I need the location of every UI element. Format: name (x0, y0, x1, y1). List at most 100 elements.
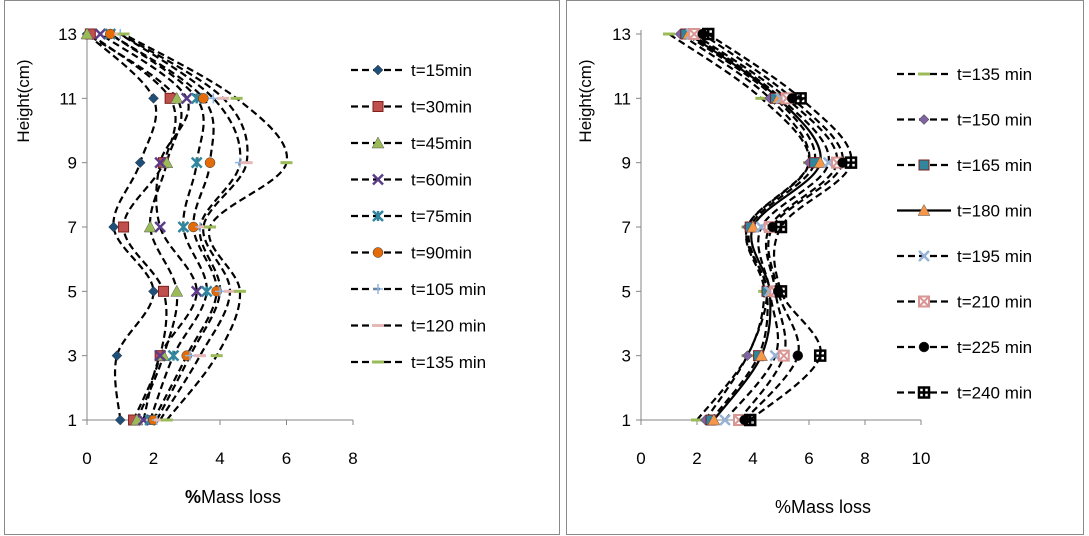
legend-label: t=135 min (411, 353, 486, 372)
legend-marker (372, 210, 384, 222)
data-point-marker (240, 161, 253, 165)
y-tick-label: 7 (622, 218, 631, 237)
x-tick-label: 2 (692, 449, 701, 468)
data-point-marker (143, 220, 157, 233)
data-point-marker (813, 349, 827, 362)
data-point-marker (194, 354, 207, 358)
data-point-marker (204, 157, 216, 168)
series-line (668, 33, 811, 421)
data-point-marker (663, 32, 675, 36)
legend-label: t=120 min (411, 317, 486, 336)
x-tick-label: 10 (912, 449, 931, 468)
series-line (119, 33, 249, 421)
legend-marker (372, 64, 384, 76)
data-point-marker (154, 221, 167, 233)
data-point-marker (190, 285, 203, 298)
legend-marker (372, 324, 384, 327)
data-point-marker (217, 96, 230, 100)
x-axis-title-rest: Mass loss (201, 487, 281, 507)
legend-label: t=90min (411, 244, 472, 263)
data-point-marker (792, 350, 804, 361)
y-tick-label: 1 (622, 411, 631, 430)
legend-marker (918, 114, 930, 125)
data-point-marker (154, 418, 167, 422)
legend-marker (917, 203, 931, 216)
x-axis-title-bold: % (185, 487, 201, 507)
x-tick-label: 6 (804, 449, 813, 468)
legend-marker (917, 386, 931, 399)
x-tick-label: 4 (215, 449, 224, 468)
legend-marker (371, 136, 385, 149)
data-point-marker (208, 93, 219, 104)
y-tick-label: 9 (622, 154, 631, 173)
legend-label: t=30min (411, 98, 472, 117)
data-point-marker (160, 418, 173, 422)
x-axis-title: %Mass loss (775, 497, 871, 517)
data-point-marker (230, 96, 243, 100)
data-point-marker (118, 221, 130, 233)
data-point-marker (844, 156, 858, 169)
legend-label: t=60min (411, 171, 472, 190)
data-point-marker (80, 27, 94, 40)
data-point-marker (94, 28, 107, 40)
legend-label: t=195 min (957, 247, 1032, 266)
data-point-marker (742, 350, 753, 362)
data-point-marker (701, 27, 715, 41)
legend-label: t=15min (411, 61, 472, 80)
data-point-marker (170, 91, 184, 104)
series-line (86, 33, 183, 421)
data-point-marker (177, 221, 190, 233)
data-point-marker (743, 413, 757, 427)
y-tick-label: 7 (68, 218, 77, 237)
data-point-marker (691, 418, 703, 422)
legend-marker (372, 247, 384, 258)
legend-marker (918, 341, 930, 353)
data-point-marker (134, 157, 146, 169)
data-point-marker (198, 93, 209, 104)
x-tick-label: 2 (149, 449, 158, 468)
data-point-marker (108, 221, 119, 233)
legend-label: t=165 min (957, 156, 1032, 175)
data-point-marker (154, 156, 167, 169)
legend-label: t=150 min (957, 111, 1032, 130)
y-tick-label: 3 (622, 347, 631, 366)
data-point-marker (223, 289, 236, 293)
legend-label: t=135 min (957, 65, 1032, 84)
data-point-marker (280, 161, 293, 165)
series-line (89, 33, 177, 421)
data-point-marker (813, 156, 827, 168)
legend-marker (373, 284, 383, 294)
data-point-marker (200, 285, 213, 298)
x-tick-label: 8 (348, 449, 357, 468)
data-point-marker (215, 286, 225, 297)
x-tick-label: 6 (282, 449, 291, 468)
chart-panel-left: 1 3 5 7 9 11 13 0 2 4 6 8 Height(cm) %Mass loss t=15mi… (4, 0, 560, 535)
data-point-marker (148, 285, 159, 297)
legend-marker (918, 250, 930, 262)
legend-marker (918, 72, 930, 76)
legend-marker (372, 173, 384, 186)
y-tick-label: 13 (58, 25, 77, 44)
data-point-marker (170, 284, 184, 297)
data-point-marker (154, 349, 167, 362)
data-point-marker (233, 289, 246, 293)
legend-label: t=75min (411, 207, 472, 226)
y-tick-label: 5 (622, 282, 631, 301)
x-tick-label: 4 (748, 449, 757, 468)
y-axis-title: Height(cm) (576, 59, 595, 142)
y-tick-label: 11 (613, 89, 631, 108)
data-point-marker (204, 225, 217, 229)
data-point-marker (157, 285, 169, 297)
y-tick-label: 3 (68, 347, 77, 366)
data-point-marker (719, 414, 731, 426)
data-point-marker (180, 92, 193, 105)
y-tick-label: 1 (68, 411, 77, 430)
data-point-marker (167, 349, 180, 362)
chart-panel-right: 1 3 5 7 9 11 13 0 2 4 6 8 10 Height(cm) %Mass loss t=13… (566, 0, 1084, 535)
data-point-marker (105, 28, 116, 40)
data-point-marker (774, 220, 788, 234)
legend-label: t=180 min (957, 202, 1032, 221)
data-point-marker (777, 349, 790, 362)
